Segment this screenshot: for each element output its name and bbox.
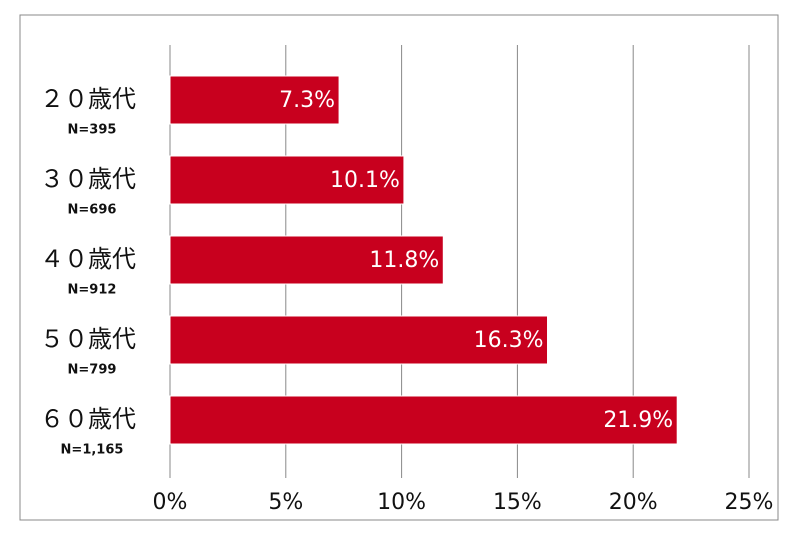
sample-size-label: N=1,165 (61, 443, 124, 458)
bar (169, 395, 678, 445)
value-label: 11.8% (369, 248, 439, 273)
x-tick-label: 0% (153, 490, 188, 515)
sample-size-label: N=799 (68, 363, 117, 378)
chart-frame (19, 14, 779, 521)
bar (169, 75, 340, 125)
value-label: 16.3% (474, 328, 544, 353)
bar (169, 155, 405, 205)
x-tick-label: 25% (725, 490, 774, 515)
x-tick-label: 5% (268, 490, 303, 515)
category-label: ４０歳代 (40, 245, 136, 273)
bar (169, 235, 444, 285)
sample-size-label: N=912 (68, 283, 117, 298)
value-label: 7.3% (279, 88, 335, 113)
category-label: ３０歳代 (40, 165, 136, 193)
category-label: ２０歳代 (40, 85, 136, 113)
x-tick-label: 20% (609, 490, 658, 515)
sample-size-label: N=395 (68, 123, 117, 138)
category-label: ５０歳代 (40, 325, 136, 353)
category-label: ６０歳代 (40, 405, 136, 433)
sample-size-label: N=696 (68, 203, 117, 218)
bar (169, 315, 549, 365)
value-label: 21.9% (603, 408, 673, 433)
x-tick-label: 10% (377, 490, 426, 515)
x-tick-label: 15% (493, 490, 542, 515)
value-label: 10.1% (330, 168, 400, 193)
